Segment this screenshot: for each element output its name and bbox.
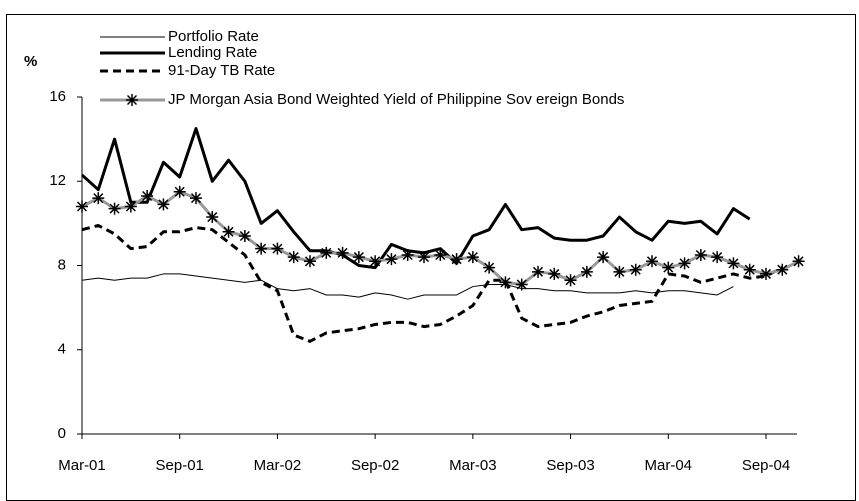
legend-marker	[126, 94, 138, 106]
series-marker	[304, 255, 316, 268]
y-axis-label: %	[24, 53, 37, 70]
y-tick-label: 16	[49, 88, 66, 105]
series-marker	[466, 251, 479, 264]
series-marker	[108, 202, 121, 215]
series-marker	[515, 278, 528, 291]
series-marker	[760, 267, 772, 280]
x-tick-label: Mar-04	[645, 457, 693, 474]
series-marker	[206, 211, 219, 224]
series-marker	[597, 251, 610, 264]
series-marker	[678, 257, 691, 270]
series-marker	[613, 265, 626, 278]
series-marker	[287, 251, 300, 264]
legend-label: JP Morgan Asia Bond Weighted Yield of Ph…	[168, 91, 624, 108]
legend-label: Portfolio Rate	[168, 28, 259, 45]
series-marker	[450, 253, 463, 266]
series-line	[80, 127, 751, 270]
y-tick-label: 4	[58, 341, 66, 358]
series-marker	[173, 185, 186, 198]
series-marker	[727, 257, 740, 270]
series-marker	[385, 253, 398, 266]
series-marker	[711, 251, 724, 264]
series-marker	[238, 230, 251, 243]
series-marker	[401, 248, 414, 261]
series-marker	[369, 255, 382, 268]
series-marker	[434, 248, 447, 261]
y-tick-label: 0	[58, 425, 66, 442]
y-tick-label: 12	[49, 172, 66, 189]
series-marker	[548, 267, 561, 280]
series-marker	[629, 263, 642, 276]
series-marker	[564, 274, 577, 287]
series-marker	[157, 198, 170, 211]
legend-label: Lending Rate	[168, 44, 257, 61]
y-tick-label: 8	[58, 256, 66, 273]
series-marker	[662, 261, 675, 274]
series-marker	[483, 261, 496, 274]
x-tick-label: Sep-01	[156, 457, 204, 474]
legend-label: 91-Day TB Rate	[168, 62, 275, 79]
series-marker	[792, 255, 805, 268]
series-marker	[646, 255, 658, 268]
series-marker	[320, 246, 333, 259]
x-tick-label: Sep-02	[351, 457, 399, 474]
series-marker	[743, 263, 756, 276]
series-marker	[418, 251, 430, 264]
series-marker	[271, 242, 284, 255]
series-marker	[336, 246, 349, 259]
x-tick-label: Mar-01	[58, 457, 106, 474]
series-marker	[190, 192, 202, 205]
series-marker	[92, 192, 105, 205]
series-marker	[255, 242, 268, 255]
x-tick-label: Mar-02	[254, 457, 302, 474]
series-marker	[352, 251, 365, 264]
x-tick-label: Mar-03	[449, 457, 497, 474]
series-marker	[499, 276, 512, 289]
x-tick-label: Sep-04	[742, 457, 790, 474]
series-marker	[141, 189, 154, 202]
x-tick-label: Sep-03	[546, 457, 594, 474]
series-line	[81, 273, 734, 300]
series-marker	[580, 265, 593, 278]
series-marker	[694, 248, 707, 261]
series-marker	[776, 263, 789, 276]
series-marker	[124, 200, 137, 213]
series-marker	[76, 200, 88, 213]
series-line	[81, 223, 783, 343]
series-marker	[222, 225, 235, 238]
series-marker	[532, 265, 544, 278]
